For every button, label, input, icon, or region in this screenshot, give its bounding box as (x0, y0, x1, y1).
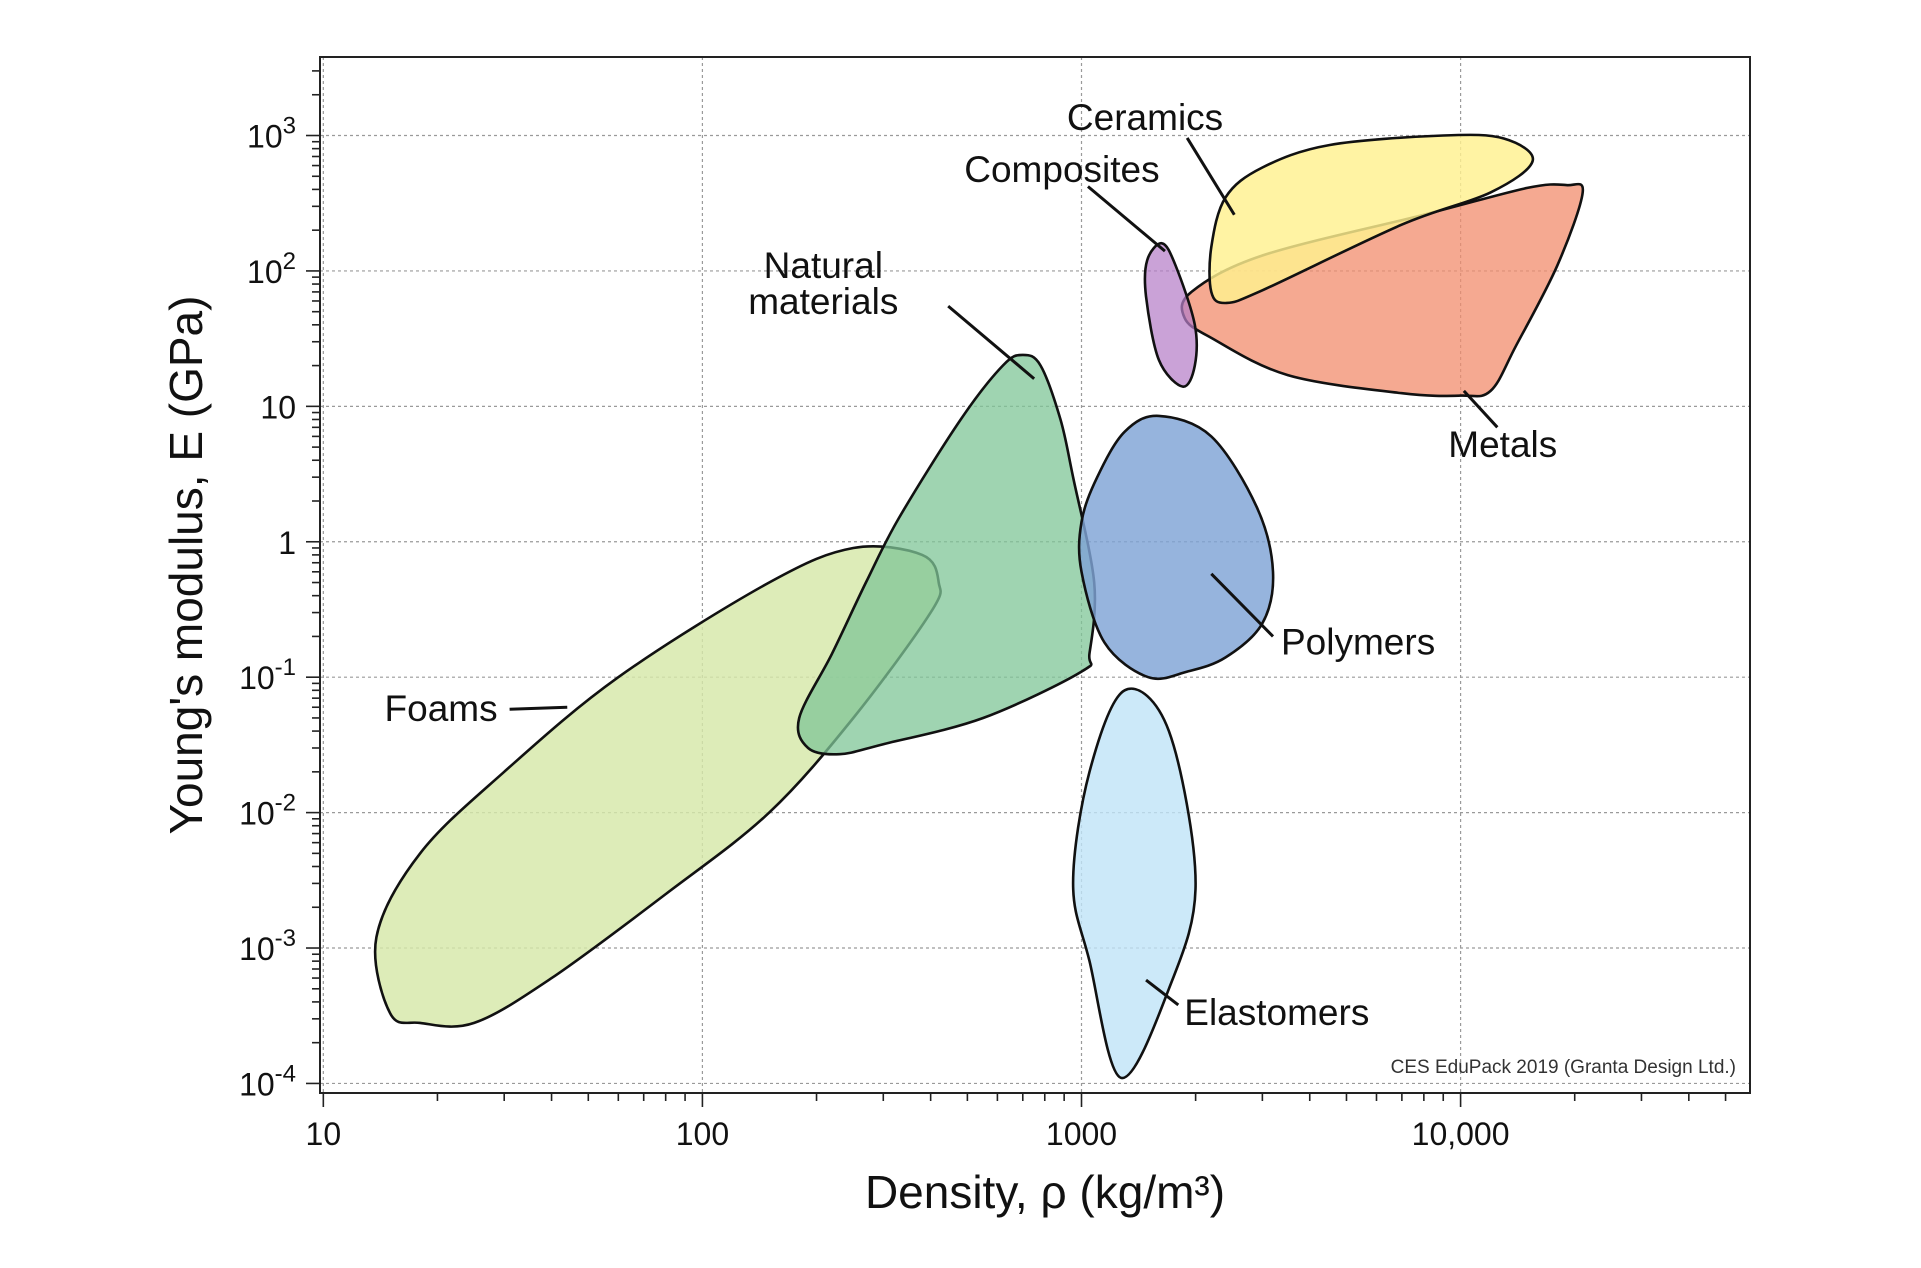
region-polymers (1077, 414, 1275, 681)
y-axis-title: Young's modulus, E (GPa) (160, 296, 212, 835)
x-tick-labels: 10 100 1000 10,000 (306, 1116, 1510, 1152)
region-composites (1143, 241, 1199, 388)
label-composites: Composites (964, 149, 1159, 190)
y-tick-label: 10-1 (239, 654, 296, 696)
label-elastomers: Elastomers (1184, 992, 1369, 1033)
y-tick-label: 10-2 (239, 790, 296, 832)
leader-composites (1086, 185, 1166, 253)
leader-polymers (1210, 572, 1275, 638)
source-credit: CES EduPack 2019 (Granta Design Ltd.) (1391, 1057, 1736, 1078)
label-foams: Foams (385, 688, 498, 729)
leader-elastomers (1145, 978, 1180, 1007)
label-polymers: Polymers (1281, 621, 1435, 662)
y-tick-label: 103 (247, 113, 296, 155)
plot-frame (319, 56, 1751, 1094)
label-natural-materials: Natural materials (748, 245, 898, 322)
x-tick-label: 10 (306, 1116, 342, 1152)
material-regions (373, 133, 1585, 1080)
region-ceramics (1208, 133, 1535, 305)
leader-metals (1462, 389, 1499, 429)
region-labels: Foams Natural materials Polymers Elastomers M… (385, 97, 1558, 1033)
y-tick-label: 1 (278, 525, 296, 561)
leader-lines (509, 137, 1499, 1007)
y-tick-labels: 10-4 10-3 10-2 10-1 1 10 102 103 (239, 113, 296, 1103)
region-natural-materials (796, 353, 1097, 756)
leader-natural-materials (947, 304, 1036, 380)
leader-ceramics (1185, 137, 1236, 216)
x-tick-label: 1000 (1046, 1116, 1117, 1152)
y-tick-label: 10-4 (239, 1060, 296, 1102)
x-tick-label: 10,000 (1412, 1116, 1510, 1152)
y-tick-label: 10-3 (239, 925, 296, 967)
leader-foams (509, 705, 568, 711)
axis-ticks (306, 70, 1727, 1107)
label-ceramics: Ceramics (1067, 97, 1223, 138)
label-metals: Metals (1448, 424, 1557, 465)
y-tick-label: 10 (260, 389, 296, 425)
y-tick-label: 102 (247, 248, 296, 290)
region-elastomers (1071, 687, 1197, 1080)
x-axis-title: Density, ρ (kg/m³) (865, 1166, 1225, 1218)
x-tick-label: 100 (676, 1116, 729, 1152)
